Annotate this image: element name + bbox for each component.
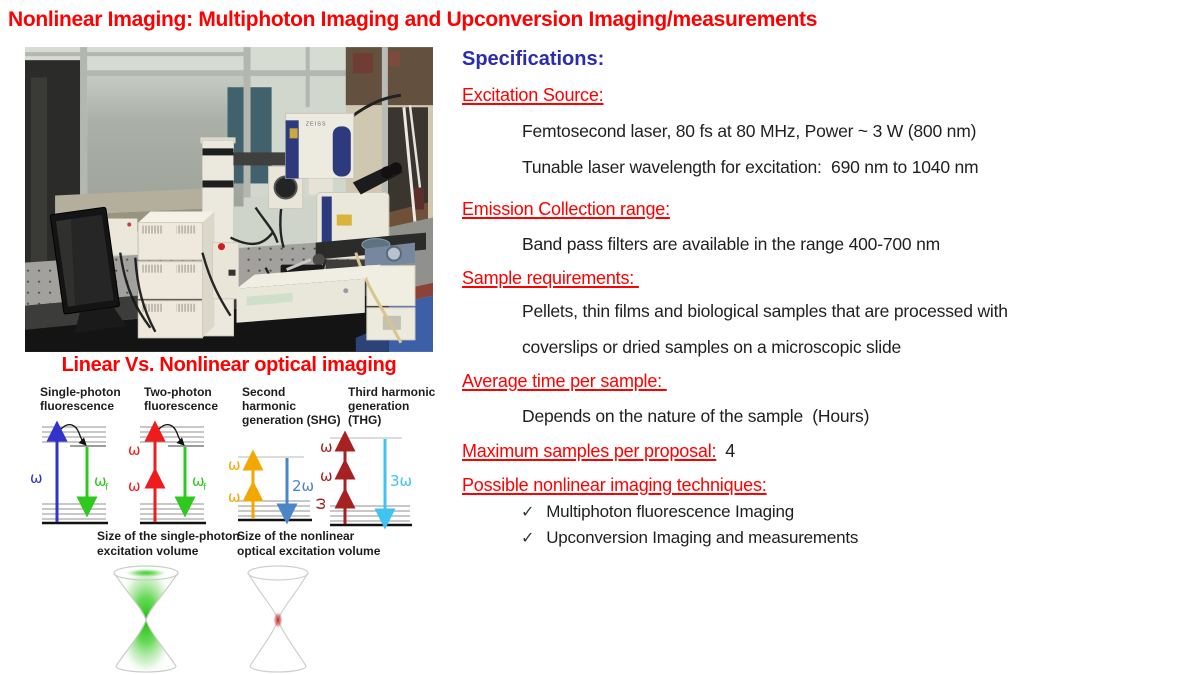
diagram-label: Second [242,386,285,399]
caption-nonlinear-volume: Size of the nonlinear optical excitation … [237,529,381,558]
diagram-label: harmonic [242,399,296,413]
lab-photo: ZEISS [25,47,433,352]
spec-text: Band pass filters are available in the r… [522,234,941,254]
section-heading-sample-requirements: Sample requirements: [462,268,639,288]
spec-text: Pellets, thin films and biological sampl… [522,301,1008,321]
omega-f-sub: f [105,483,109,493]
spec-text: Femtosecond laser, 80 fs at 80 MHz, Powe… [522,121,977,141]
specifications-heading: Specifications: [462,48,605,70]
monitor [49,206,127,333]
caption-single-photon-volume: Size of the single-photon excitation volu… [97,529,240,558]
page-title: Nonlinear Imaging: Multiphoton Imaging a… [8,8,818,31]
diagram-label: generation [348,399,409,413]
omega-label: ω [311,497,329,510]
section-heading-emission-range: Emission Collection range: [462,199,670,219]
nonlinear-cone [247,565,309,673]
diagram-label: generation (SHG) [242,413,341,427]
diagram-label: fluorescence [40,399,114,413]
diagram-label: fluorescence [144,399,218,413]
diagram-label: Third harmonic [348,386,436,399]
single-photon-cone [113,565,179,673]
section-heading-techniques: Possible nonlinear imaging techniques: [462,475,767,495]
diagram-label: (THG) [348,413,381,427]
omega-label: ω [128,441,141,459]
spec-text: Depends on the nature of the sample (Hou… [522,406,870,426]
max-samples-value: 4 [725,441,736,461]
nonlinear-focal-spot [273,611,283,629]
omega-f-sub: f [203,483,207,493]
omega-label: ω [320,438,333,456]
section-subtitle: Linear Vs. Nonlinear optical imaging [61,354,397,376]
microscope: ZEISS [268,93,426,272]
spec-text: coverslips or dried samples on a microsc… [522,337,902,357]
omega-f-label: ω [192,472,205,490]
checkmark-icon: ✓ [521,530,535,547]
omega-f-label: ω [94,472,107,490]
omega-label: ω [128,477,141,495]
diagram-label: Two-photon [144,386,212,399]
diagram-label: Single-photon [40,386,121,399]
energy-level-diagram: Single-photon fluorescence Two-photon fl… [30,386,436,530]
technique-item: ✓ Multiphoton fluorescence Imaging [521,502,795,521]
max-samples-row: Maximum samples per proposal: 4 [462,441,735,462]
omega-label: ω [228,488,241,506]
technique-item: ✓ Upconversion Imaging and measurements [521,528,859,547]
section-heading-excitation-source: Excitation Source: [462,85,604,105]
omega-label: ω [228,456,241,474]
omega-label: ω [30,469,43,487]
excitation-volume-illustration [113,565,309,673]
shg-diagram: ω ω 2ω [228,449,314,525]
checkmark-icon: ✓ [521,504,535,521]
section-heading-max-samples: Maximum samples per proposal: [462,441,717,461]
front-instruments [236,242,416,344]
thg-diagram: ω ω ω 3ω [311,430,412,530]
spec-text: Tunable laser wavelength for excitation:… [522,157,979,177]
two-photon-diagram: ω ω ω f [128,420,207,525]
three-omega-label: 3ω [390,472,412,490]
omega-label: ω [320,467,333,485]
section-heading-average-time: Average time per sample: [462,371,667,391]
zeiss-logo: ZEISS [306,121,327,127]
two-omega-label: 2ω [292,477,314,495]
single-photon-diagram: ω ω f [30,420,109,525]
